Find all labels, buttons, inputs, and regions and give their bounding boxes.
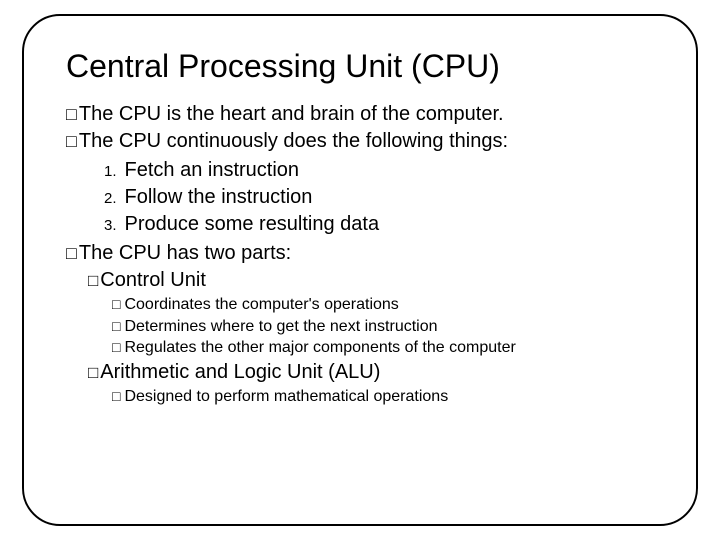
- item-number: 1.: [104, 163, 117, 180]
- numbered-item: 2. Follow the instruction: [104, 184, 654, 211]
- bullet-text: Coordinates the computer's operations: [124, 296, 398, 313]
- item-number: 3.: [104, 217, 117, 234]
- bullet-text: The CPU continuously does the following …: [79, 130, 508, 152]
- bullet-level1: □The CPU continuously does the following…: [66, 128, 654, 155]
- square-bullet-icon: □: [112, 338, 120, 357]
- numbered-item: 3. Produce some resulting data: [104, 211, 654, 238]
- bullet-level3: □Regulates the other major components of…: [112, 337, 654, 359]
- square-bullet-icon: □: [112, 295, 120, 314]
- slide-frame: Central Processing Unit (CPU) □The CPU i…: [22, 14, 698, 526]
- square-bullet-icon: □: [112, 317, 120, 336]
- bullet-level3: □Determines where to get the next instru…: [112, 316, 654, 338]
- square-bullet-icon: □: [66, 102, 77, 126]
- item-text: Follow the instruction: [125, 186, 313, 208]
- bullet-text: Determines where to get the next instruc…: [124, 318, 437, 335]
- bullet-text: Regulates the other major components of …: [124, 339, 515, 356]
- bullet-text: The CPU has two parts:: [79, 242, 291, 264]
- square-bullet-icon: □: [88, 270, 98, 293]
- numbered-list: 1. Fetch an instruction 2. Follow the inst…: [104, 157, 654, 238]
- item-text: Produce some resulting data: [125, 213, 380, 235]
- bullet-text: Control Unit: [100, 269, 206, 291]
- bullet-level1: □The CPU has two parts:: [66, 240, 654, 267]
- bullet-level1: □The CPU is the heart and brain of the c…: [66, 101, 654, 128]
- item-number: 2.: [104, 190, 117, 207]
- square-bullet-icon: □: [66, 129, 77, 153]
- bullet-level3: □Designed to perform mathematical operat…: [112, 386, 654, 408]
- slide-title: Central Processing Unit (CPU): [66, 48, 654, 85]
- numbered-item: 1. Fetch an instruction: [104, 157, 654, 184]
- item-text: Fetch an instruction: [125, 159, 300, 181]
- bullet-text: Arithmetic and Logic Unit (ALU): [100, 361, 380, 383]
- bullet-text: The CPU is the heart and brain of the co…: [79, 103, 504, 125]
- bullet-level2: □Control Unit: [88, 267, 654, 294]
- square-bullet-icon: □: [66, 241, 77, 265]
- bullet-text: Designed to perform mathematical operati…: [124, 388, 448, 405]
- bullet-level2: □Arithmetic and Logic Unit (ALU): [88, 359, 654, 386]
- square-bullet-icon: □: [112, 387, 120, 406]
- square-bullet-icon: □: [88, 362, 98, 385]
- bullet-level3: □Coordinates the computer's operations: [112, 294, 654, 316]
